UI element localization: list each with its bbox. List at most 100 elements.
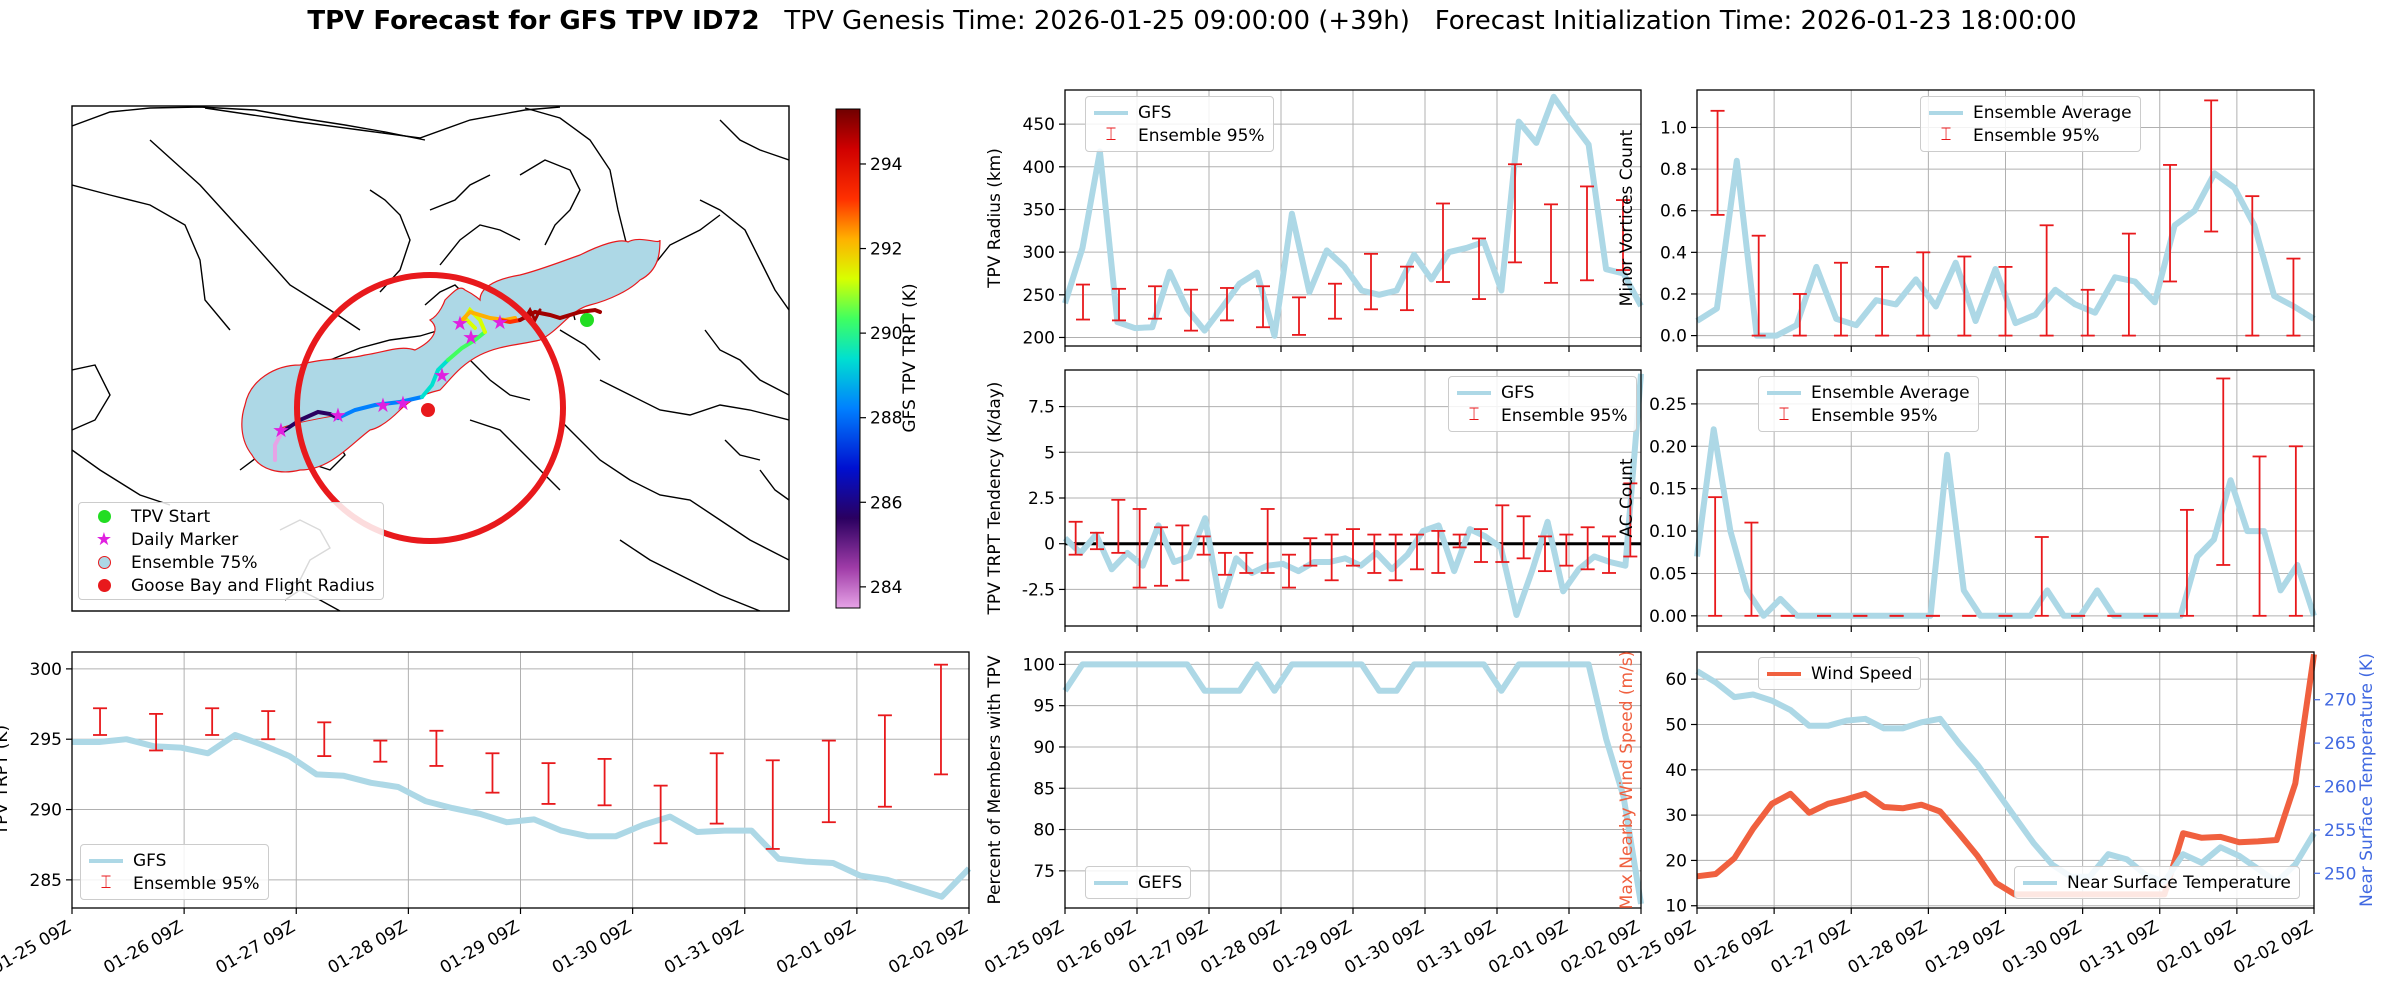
errorbar — [541, 762, 556, 805]
errorbar — [1175, 524, 1190, 582]
goose-bay-marker — [421, 403, 435, 417]
x-tick-label: 01-31 09Z — [2076, 917, 2162, 978]
y-tick-label: 2.5 — [1028, 489, 1055, 509]
y-right-tick-label: 250 — [2324, 864, 2356, 884]
errorbar — [1708, 496, 1723, 617]
y-tick-label: 50 — [1665, 715, 1687, 735]
y-tick-label: 85 — [1033, 779, 1055, 799]
errorbar — [1957, 255, 1972, 337]
y-tick-label: 450 — [1023, 115, 1055, 135]
x-tick-label: 01-27 09Z — [1767, 917, 1853, 978]
y-tick-label: 5 — [1044, 443, 1055, 463]
legend-goose-bay: Goose Bay and Flight Radius — [131, 575, 375, 596]
x-tick-label: 01-29 09Z — [1922, 917, 2008, 978]
daily-markers: ★ ★ ★ ★ ★ ★ ★ ★ — [272, 310, 509, 442]
y-tick-label: 290 — [30, 801, 62, 821]
series-line-gefs — [1062, 661, 1644, 905]
errorbar — [1132, 508, 1147, 589]
errorbar — [1410, 533, 1424, 571]
errorbar — [1559, 533, 1574, 567]
errorbar — [1516, 515, 1531, 560]
x-tick-label: 01-25 09Z — [981, 917, 1067, 978]
errorbar — [1111, 498, 1126, 554]
coastlines — [72, 106, 789, 611]
errorbar — [1239, 551, 1254, 574]
colorbar-ticks: 284 286 288 290 292 294 — [860, 155, 902, 598]
errorbar — [205, 707, 220, 736]
errorbar — [1303, 537, 1318, 567]
daily-marker: ★ — [462, 325, 480, 349]
chart-trpt: 285 290 295 300 TPV TRPT (K) 01-25 09Z 01-26 0… — [0, 651, 972, 978]
x-tick-label: 02-02 09Z — [2230, 917, 2316, 978]
errorbar — [1154, 526, 1168, 587]
errorbar — [1328, 282, 1342, 320]
errorbar — [1364, 252, 1378, 311]
y-tick-label: 300 — [1023, 243, 1055, 263]
legend-ensemble-95: Ensemble 95% — [1811, 405, 1938, 426]
errorbar — [1112, 287, 1126, 322]
errorbar — [485, 752, 500, 794]
errorbar — [1260, 508, 1275, 574]
y-tick-label: 0.00 — [1649, 607, 1687, 627]
legend-ensemble-95: Ensemble 95% — [1138, 125, 1265, 146]
y-axis-label: Minor Vortices Count — [1617, 129, 1637, 306]
y-tick-label: 0 — [1044, 535, 1055, 555]
errorbar — [373, 739, 388, 763]
figure-title: TPV Forecast for GFS TPV ID72 TPV Genesi… — [0, 6, 2384, 36]
colorbar-tick-label: 288 — [870, 409, 902, 429]
x-tick-label: 02-02 09Z — [885, 917, 971, 978]
errorbar — [1580, 185, 1594, 282]
chart-members: 75 80 85 90 95 100 Percent of Members with TPV… — [981, 651, 1644, 978]
y-tick-label: 10 — [1665, 897, 1687, 917]
y-tick-label: 0.8 — [1660, 160, 1687, 180]
legend-ensemble-95: Ensemble 95% — [1501, 405, 1628, 426]
errorbar — [149, 712, 164, 752]
x-tick-label: 01-30 09Z — [1341, 917, 1427, 978]
legend-daily-marker: Daily Marker — [131, 529, 239, 550]
y-tick-label: 200 — [1023, 328, 1055, 348]
errorbar — [1472, 237, 1486, 300]
errorbar — [1346, 528, 1360, 567]
errorbar — [1580, 526, 1595, 571]
y-right-axis-label: Near Surface Temperature (K) — [2357, 653, 2377, 907]
daily-marker: ★ — [491, 310, 509, 334]
title-bold: TPV Forecast for GFS TPV ID72 — [307, 6, 760, 36]
colorbar-tick-label: 290 — [870, 324, 902, 344]
y-tick-label: 0.20 — [1649, 437, 1687, 457]
legend-gfs: GFS — [133, 850, 167, 871]
x-tick-label: 01-31 09Z — [1413, 917, 1499, 978]
y-axis-label: Percent of Members with TPV — [985, 655, 1005, 904]
errorbar — [1282, 553, 1296, 589]
y-tick-label: 0.10 — [1649, 522, 1687, 542]
flight-radius-circle — [294, 272, 566, 544]
ac-legend: Ensemble Average ⌶ Ensemble 95% — [1758, 376, 1979, 432]
errorbar — [1196, 535, 1211, 556]
legend-ensemble-average: Ensemble Average — [1973, 102, 2132, 123]
x-tick-label: 01-27 09Z — [1125, 917, 1211, 978]
errorbar — [1744, 521, 1759, 617]
x-tick-label: 01-30 09Z — [1999, 917, 2085, 978]
x-tick-label: 02-01 09Z — [1485, 917, 1571, 978]
errorbar — [1508, 163, 1522, 264]
errorbar — [261, 710, 276, 741]
errorbar — [1916, 251, 1931, 337]
errorbar — [2121, 232, 2136, 337]
daily-marker: ★ — [433, 363, 451, 387]
colorbar-tick-label: 286 — [870, 493, 902, 513]
errorbar — [317, 721, 332, 757]
daily-marker: ★ — [451, 311, 469, 335]
x-tick-label: 01-29 09Z — [1269, 917, 1355, 978]
y-axis-label: TPV TRPT Tendency (K/day) — [985, 382, 1005, 616]
errorbar — [765, 759, 780, 850]
chart-radius: 200 250 300 350 400 450 TPV Radius (km) — [985, 89, 1644, 352]
errorbar — [1090, 531, 1104, 551]
errorbar — [877, 714, 892, 808]
y-tick-label: 75 — [1033, 862, 1055, 882]
errorbar — [653, 784, 668, 845]
errorbar — [1184, 288, 1198, 332]
y-tick-label: 0.6 — [1660, 202, 1687, 222]
errorbar — [821, 739, 836, 824]
errorbar — [933, 663, 948, 776]
legend-near-surface-temperature: Near Surface Temperature — [2067, 872, 2291, 893]
errorbar — [2034, 536, 2049, 617]
